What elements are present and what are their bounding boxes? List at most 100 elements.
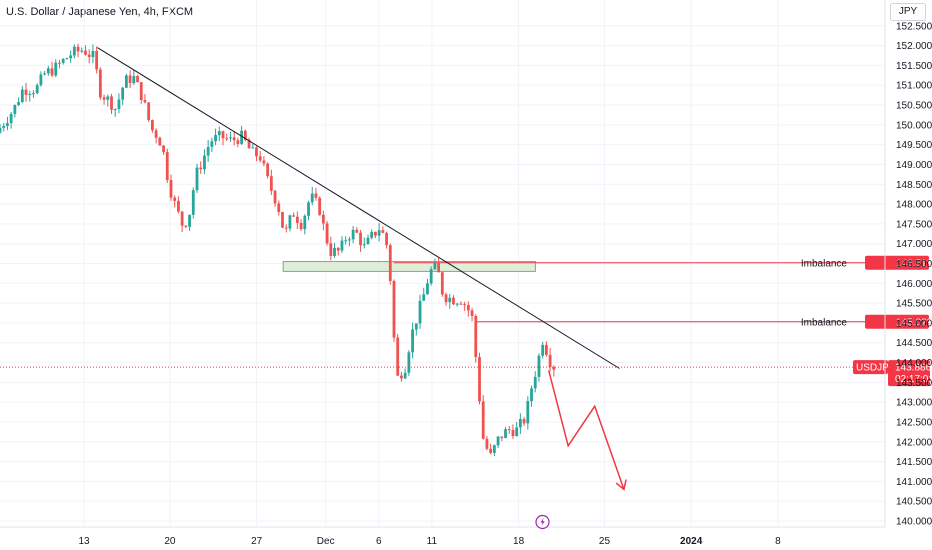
candle-body: [46, 68, 50, 74]
price-tick-label: 142.000: [896, 437, 932, 448]
candle-body: [154, 130, 158, 138]
candle-body: [132, 76, 136, 84]
candle-body: [515, 427, 519, 437]
candle-body: [466, 305, 470, 311]
candle-countdown: 02:17:01: [895, 374, 932, 385]
candle-body: [314, 193, 318, 198]
candle-body: [221, 131, 225, 139]
candle-body: [481, 401, 485, 439]
candle-body: [95, 50, 99, 70]
price-tick-label: 149.000: [896, 160, 932, 171]
candle-body: [403, 372, 407, 379]
candle-body: [522, 419, 526, 424]
candle-body: [191, 190, 195, 215]
candle-body: [2, 126, 6, 128]
imbalance-zone: [282, 261, 536, 272]
candle-body: [444, 294, 448, 303]
candle-body: [325, 223, 329, 244]
candle-body: [13, 104, 17, 114]
candle-body: [184, 225, 188, 227]
time-tick-label: Dec: [317, 536, 335, 547]
current-price-tag: [888, 360, 930, 387]
time-tick-label: 25: [599, 536, 611, 547]
candle-body: [124, 75, 128, 88]
time-axis[interactable]: 13 20 27 Dec 6 11 18 25 2024 8: [0, 526, 885, 547]
time-tick-label: 2024: [680, 536, 703, 547]
candle-body: [199, 167, 203, 170]
price-tick-label: 150.000: [896, 120, 932, 131]
candle-body: [240, 130, 244, 144]
candle-body: [143, 100, 147, 103]
time-tick-label: 27: [251, 536, 263, 547]
candle-body: [150, 119, 154, 131]
candle-body: [173, 197, 177, 201]
candle-body: [407, 352, 411, 373]
price-axis[interactable]: 140.000 140.500 141.000 141.500 142.000 142.5…: [884, 0, 932, 528]
candle-body: [229, 137, 232, 139]
candle-body: [474, 316, 478, 358]
candle-body: [366, 237, 370, 245]
time-tick-label: 6: [376, 536, 382, 547]
imbalance-zone-layer: [282, 261, 536, 272]
candle-body: [106, 96, 110, 100]
candle-body: [455, 303, 459, 305]
candle-body: [388, 245, 392, 281]
candle-body: [347, 239, 351, 241]
price-tick-label: 148.500: [896, 180, 932, 191]
candle-body: [80, 50, 84, 52]
candle-body: [113, 109, 117, 111]
descending-trendline: [97, 47, 620, 369]
candle-body: [526, 401, 530, 424]
candle-body: [459, 303, 463, 305]
candle-body: [136, 76, 139, 83]
candle-body: [50, 68, 54, 76]
candle-body: [411, 329, 414, 353]
currency-selector[interactable]: JPY: [890, 3, 926, 21]
price-tick-label: 140.500: [896, 497, 932, 508]
candle-body: [28, 93, 32, 95]
candle-body: [84, 50, 87, 55]
candle-body: [507, 429, 511, 431]
candle-body: [470, 310, 474, 317]
candle-body: [232, 137, 236, 141]
price-tick-label: 144.000: [896, 358, 932, 369]
candles-layer: [0, 43, 556, 457]
candle-body: [340, 240, 344, 251]
price-tick-label: 147.500: [896, 219, 932, 230]
candle-body: [180, 211, 184, 226]
price-tick-label: 146.000: [896, 279, 932, 290]
candle-body: [433, 262, 437, 270]
candle-body: [448, 297, 452, 303]
price-tick-label: 144.500: [896, 338, 932, 349]
candle-body: [400, 375, 403, 379]
candle-body: [214, 135, 217, 142]
price-tick-label: 152.000: [896, 41, 932, 52]
candle-body: [262, 160, 266, 164]
time-tick-label: 20: [164, 536, 176, 547]
candle-body: [418, 300, 422, 324]
level-price-tag: [865, 255, 929, 270]
price-tick-label: 141.000: [896, 477, 932, 488]
candle-body: [541, 344, 545, 356]
price-tick-label: 151.000: [896, 81, 932, 92]
candle-body: [54, 62, 58, 76]
level-price-value: 145.029: [896, 317, 932, 328]
grid-lines: [0, 0, 885, 527]
imbalance-label: Imbalance: [801, 317, 848, 328]
candle-body: [307, 202, 310, 216]
candle-body: [91, 50, 95, 58]
candle-body: [158, 137, 162, 146]
candle-body: [76, 46, 80, 52]
price-tick-label: 141.500: [896, 457, 932, 468]
candle-body: [165, 152, 169, 181]
candle-body: [295, 216, 299, 223]
candle-body: [58, 62, 61, 64]
candle-body: [24, 89, 28, 95]
price-tick-label: 149.500: [896, 140, 932, 151]
candle-body: [321, 214, 325, 224]
candle-body: [429, 269, 433, 284]
candle-body: [385, 232, 388, 246]
candle-body: [217, 131, 221, 136]
